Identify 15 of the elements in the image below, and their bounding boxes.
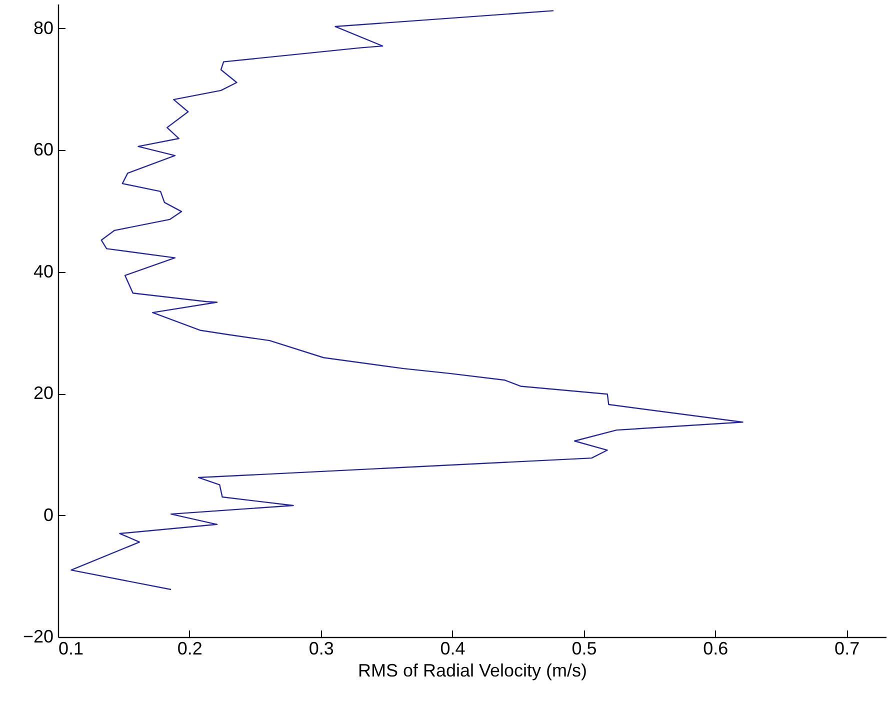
x-tick-label: 0.3 [308,638,334,658]
y-tick-label: −20 [22,626,54,646]
x-tick-label: 0.7 [834,638,860,658]
y-tick-label: 80 [33,18,54,38]
x-tick-label: 0.4 [440,638,466,658]
line-series [70,10,744,590]
y-tick-label: 40 [33,261,54,282]
y-tick-label: 60 [33,140,54,160]
x-tick-label: 0.5 [572,638,597,658]
x-axis-title: RMS of Radial Velocity (m/s) [358,660,588,680]
x-tick-label: 0.2 [177,638,202,658]
x-tick-label: 0.6 [703,638,728,658]
x-tick-label: 0.1 [58,638,84,658]
y-tick-label: 20 [33,383,54,404]
y-tick-label: 0 [43,504,54,525]
